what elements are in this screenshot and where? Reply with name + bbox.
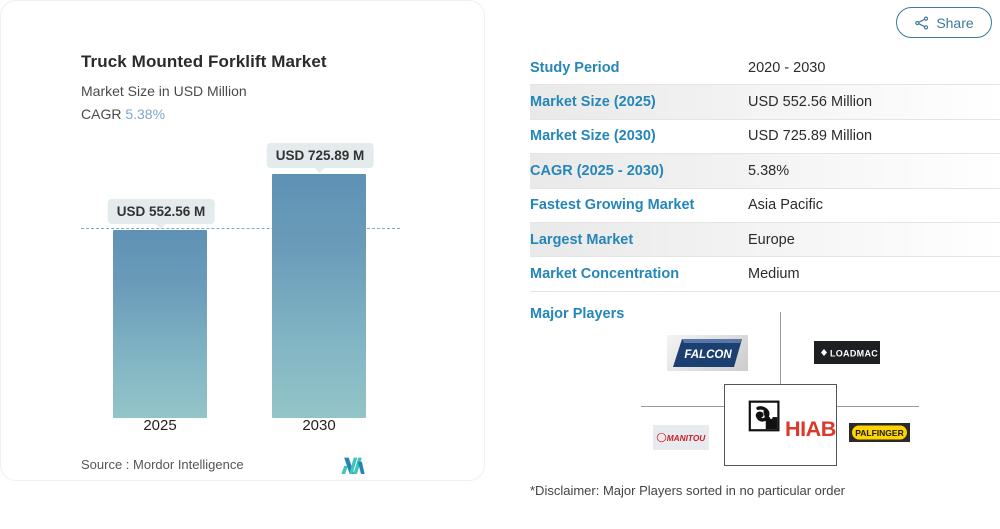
svg-text:LOADMAC: LOADMAC xyxy=(830,349,878,359)
svg-text:MANITOU: MANITOU xyxy=(667,433,707,443)
svg-text:PALFINGER: PALFINGER xyxy=(855,428,903,438)
svg-text:FALCON: FALCON xyxy=(684,349,732,361)
svg-text:HIAB: HIAB xyxy=(785,416,836,441)
